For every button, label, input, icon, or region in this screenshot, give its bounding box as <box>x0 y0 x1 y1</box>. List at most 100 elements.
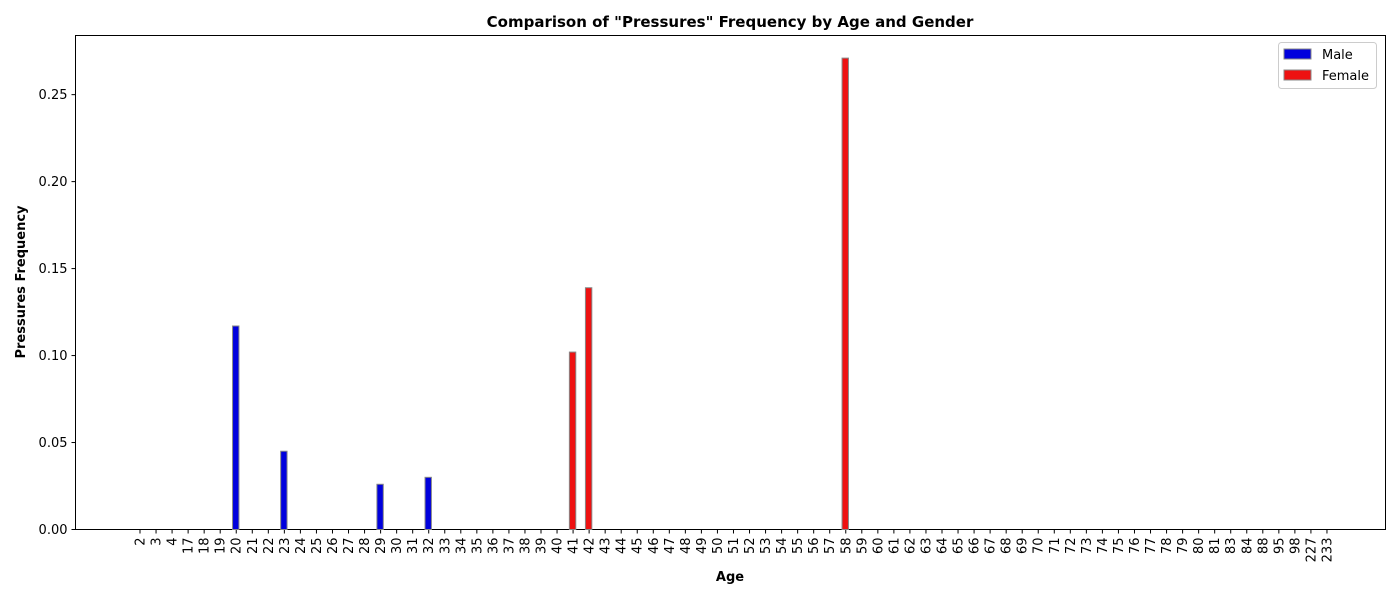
legend: Male Female <box>1278 42 1377 89</box>
x-tick-label: 83 <box>1224 538 1239 555</box>
y-tick-label: 0.10 <box>39 349 68 364</box>
bar-male-23 <box>280 450 288 530</box>
x-tick-label: 36 <box>486 538 501 555</box>
x-tick-label: 61 <box>887 538 902 555</box>
x-tick-label: 73 <box>1080 538 1095 555</box>
y-tick-label: 0.20 <box>39 175 68 190</box>
x-tick-label: 75 <box>1112 538 1127 555</box>
y-tick-label: 0.05 <box>39 436 68 451</box>
x-tick-label: 23 <box>278 538 293 555</box>
x-tick-label: 43 <box>599 538 614 555</box>
x-tick-label: 33 <box>438 538 453 555</box>
x-tick-label: 55 <box>791 538 806 555</box>
x-tick-label: 70 <box>1032 538 1047 555</box>
x-tick-label: 20 <box>230 538 245 555</box>
x-tick-label: 52 <box>743 538 758 555</box>
x-tick-label: 26 <box>326 538 341 555</box>
bar-male-32 <box>424 476 432 530</box>
x-tick-label: 80 <box>1192 538 1207 555</box>
x-tick-label: 3 <box>150 538 165 546</box>
x-tick-label: 74 <box>1096 538 1111 555</box>
x-tick-label: 76 <box>1128 538 1143 555</box>
x-tick-label: 27 <box>342 538 357 555</box>
x-tick-label: 21 <box>246 538 261 555</box>
x-tick-label: 51 <box>727 538 742 555</box>
legend-swatch-male <box>1283 48 1312 60</box>
bar-female-58 <box>841 57 849 531</box>
x-tick-label: 45 <box>631 538 646 555</box>
x-tick-label: 72 <box>1064 538 1079 555</box>
plot-area <box>75 35 1386 530</box>
x-tick-label: 49 <box>695 538 710 555</box>
x-tick-label: 54 <box>775 538 790 555</box>
legend-label-male: Male <box>1322 48 1353 63</box>
x-tick-label: 60 <box>871 538 886 555</box>
x-tick-label: 69 <box>1016 538 1031 555</box>
x-tick-label: 40 <box>551 538 566 555</box>
x-tick-label: 63 <box>919 538 934 555</box>
legend-swatch-female <box>1283 69 1312 81</box>
x-tick-label: 58 <box>839 538 854 555</box>
x-tick-label: 34 <box>454 538 469 555</box>
x-tick-label: 31 <box>406 538 421 555</box>
x-tick-label: 41 <box>567 538 582 555</box>
bar-female-42 <box>584 287 593 531</box>
x-axis-label: Age <box>716 570 744 585</box>
x-tick-label: 57 <box>823 538 838 555</box>
bar-female-41 <box>568 351 577 530</box>
x-tick-label: 48 <box>679 538 694 555</box>
x-tick-label: 25 <box>310 538 325 555</box>
x-tick-label: 68 <box>1000 537 1015 554</box>
x-tick-label: 50 <box>711 538 726 555</box>
x-tick-label: 22 <box>262 538 277 555</box>
y-tick-label: 0.15 <box>39 262 68 277</box>
x-tick-label: 17 <box>182 538 197 555</box>
x-tick-label: 64 <box>936 538 951 555</box>
x-tick-label: 88 <box>1256 538 1271 555</box>
x-tick-label: 233 <box>1320 538 1335 563</box>
x-tick-label: 4 <box>166 538 181 546</box>
y-tick-label: 0.00 <box>39 523 68 538</box>
bar-male-29 <box>376 483 384 531</box>
x-tick-label: 81 <box>1208 538 1223 555</box>
x-tick-label: 42 <box>583 538 598 555</box>
x-tick-label: 79 <box>1176 538 1191 555</box>
chart-title: Comparison of "Pressures" Frequency by A… <box>487 13 974 31</box>
x-tick-label: 95 <box>1272 538 1287 555</box>
x-tick-label: 46 <box>647 538 662 555</box>
y-axis: 0.00 0.05 0.10 0.15 0.20 0.25 <box>39 88 76 538</box>
x-tick-label: 65 <box>952 538 967 555</box>
x-tick-label: 19 <box>214 538 229 555</box>
x-tick-label: 59 <box>855 538 870 555</box>
x-tick-label: 37 <box>502 538 517 555</box>
x-tick-label: 44 <box>615 538 630 555</box>
x-tick-label: 78 <box>1160 538 1175 555</box>
x-tick-label: 56 <box>807 538 822 555</box>
bar-male-20 <box>232 325 240 530</box>
x-tick-label: 53 <box>759 538 774 555</box>
x-tick-label: 84 <box>1240 538 1255 555</box>
x-tick-label: 24 <box>294 538 309 555</box>
x-tick-label: 77 <box>1144 538 1159 555</box>
x-tick-label: 227 <box>1304 538 1319 563</box>
x-tick-label: 71 <box>1048 538 1063 555</box>
legend-label-female: Female <box>1322 69 1369 84</box>
x-tick-label: 35 <box>470 538 485 555</box>
y-axis-label: Pressures Frequency <box>14 205 29 359</box>
x-tick-label: 18 <box>198 538 213 555</box>
bars <box>232 57 849 531</box>
x-axis: 2 3 4 17 18 19 20 21 22 23 24 25 26 27 28 29 30 31 32 33 34 3… <box>134 529 1335 563</box>
x-tick-label: 62 <box>903 538 918 555</box>
x-tick-label: 32 <box>422 538 437 555</box>
y-tick-label: 0.25 <box>39 88 68 103</box>
x-tick-label: 30 <box>390 538 405 555</box>
x-tick-label: 38 <box>518 538 533 555</box>
x-tick-label: 2 <box>134 538 149 546</box>
x-tick-label: 39 <box>535 538 550 555</box>
x-tick-label: 47 <box>663 538 678 555</box>
x-tick-label: 28 <box>358 538 373 555</box>
x-tick-label: 29 <box>374 538 389 555</box>
x-tick-label: 67 <box>984 538 999 555</box>
x-tick-label: 98 <box>1288 538 1303 555</box>
